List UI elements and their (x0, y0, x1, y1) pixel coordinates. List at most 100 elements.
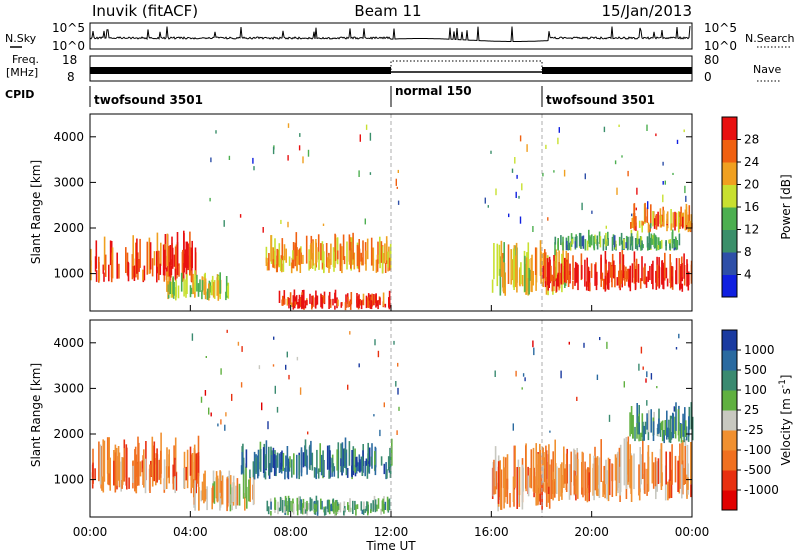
scatter-echo (289, 292, 292, 305)
scatter-echo (312, 295, 314, 307)
scatter-echo (383, 463, 386, 475)
scatter-echo (184, 249, 187, 268)
scatter-echo (642, 439, 644, 479)
scatter-echo (357, 462, 359, 471)
scatter-echo (304, 300, 307, 309)
scatter-echo (336, 505, 339, 512)
colorbar-tick-label: 16 (744, 200, 759, 214)
scatter-echo (337, 503, 340, 510)
scatter-echo (291, 459, 293, 478)
scatter-echo (650, 409, 652, 433)
scatter-echo (652, 211, 654, 227)
scatter-echo (647, 201, 649, 210)
scatter-echo (274, 499, 277, 510)
scatter-echo (125, 444, 128, 486)
scatter-echo (663, 210, 665, 227)
scatter-echo (646, 236, 649, 248)
scatter-echo (362, 509, 365, 515)
scatter-echo (581, 236, 584, 247)
scatter-echo (333, 502, 335, 514)
scatter-echo (680, 264, 682, 279)
scatter-echo (646, 207, 649, 223)
scatter-echo (323, 251, 325, 274)
scatter-echo (323, 263, 325, 273)
scatter-echo (160, 242, 162, 266)
scatter-echo (323, 295, 325, 304)
scatter-echo (660, 443, 663, 483)
scatter-echo (106, 437, 109, 474)
scatter-echo (339, 502, 342, 513)
scatter-echo (664, 180, 666, 185)
scatter-echo (334, 305, 336, 310)
scatter-echo (617, 451, 619, 494)
scatter-echo (518, 269, 521, 286)
scatter-echo (134, 446, 137, 489)
scatter-echo (638, 422, 640, 435)
scatter-echo (368, 300, 370, 305)
scatter-echo (568, 242, 571, 250)
scatter-echo (103, 236, 106, 271)
scatter-echo (388, 302, 391, 308)
scatter-echo (647, 222, 650, 233)
scatter-echo (300, 447, 303, 477)
scatter-echo (569, 242, 572, 251)
scatter-echo (663, 430, 665, 444)
scatter-echo (560, 464, 562, 497)
nsky-label: N.Sky (5, 32, 37, 45)
scatter-echo (181, 251, 184, 282)
scatter-echo (567, 235, 570, 249)
scatter-echo (163, 459, 166, 490)
scatter-echo (686, 263, 689, 287)
scatter-echo (372, 500, 374, 512)
scatter-echo (296, 356, 299, 361)
scatter-echo (636, 423, 638, 439)
scatter-echo (666, 213, 668, 225)
scatter-echo (576, 263, 578, 283)
scatter-echo (183, 253, 185, 273)
date-title: 15/Jan/2013 (602, 2, 693, 20)
scatter-echo (216, 277, 218, 296)
scatter-echo (593, 242, 596, 251)
scatter-echo (370, 503, 372, 512)
scatter-echo (170, 259, 173, 276)
scatter-echo (393, 340, 395, 345)
scatter-echo (125, 247, 127, 273)
colorbar-swatch (722, 229, 737, 253)
scatter-echo (626, 268, 629, 280)
scatter-echo (590, 263, 593, 278)
scatter-echo (95, 270, 98, 282)
scatter-echo (686, 222, 689, 229)
scatter-echo (553, 170, 555, 173)
scatter-echo (363, 501, 365, 513)
scatter-echo (366, 238, 369, 260)
scatter-echo (192, 273, 194, 295)
scatter-echo (629, 265, 632, 292)
scatter-echo (535, 472, 537, 506)
scatter-echo (618, 236, 621, 246)
x-tick-label: 00:00 (73, 525, 108, 539)
y-tick-label: 2000 (53, 427, 84, 441)
scatter-echo (302, 300, 305, 309)
scatter-echo (313, 509, 316, 514)
scatter-echo (288, 297, 290, 309)
scatter-echo (321, 500, 323, 510)
scatter-echo (275, 459, 277, 474)
scatter-echo (654, 235, 657, 248)
scatter-echo (499, 277, 502, 293)
scatter-echo (186, 241, 189, 269)
scatter-echo (109, 457, 111, 491)
scatter-echo (367, 293, 370, 305)
velocity-ylabel: Slant Range [km] (29, 363, 43, 467)
colorbar-tick-label: 25 (744, 403, 759, 417)
scatter-echo (658, 265, 660, 289)
scatter-echo (180, 272, 183, 292)
scatter-echo (594, 458, 597, 491)
scatter-echo (174, 246, 177, 281)
scatter-echo (350, 292, 353, 305)
scatter-echo (197, 283, 200, 297)
scatter-echo (539, 443, 541, 494)
scatter-echo (521, 183, 523, 191)
scatter-echo (326, 445, 329, 470)
scatter-echo (334, 289, 337, 304)
scatter-echo (221, 475, 224, 505)
